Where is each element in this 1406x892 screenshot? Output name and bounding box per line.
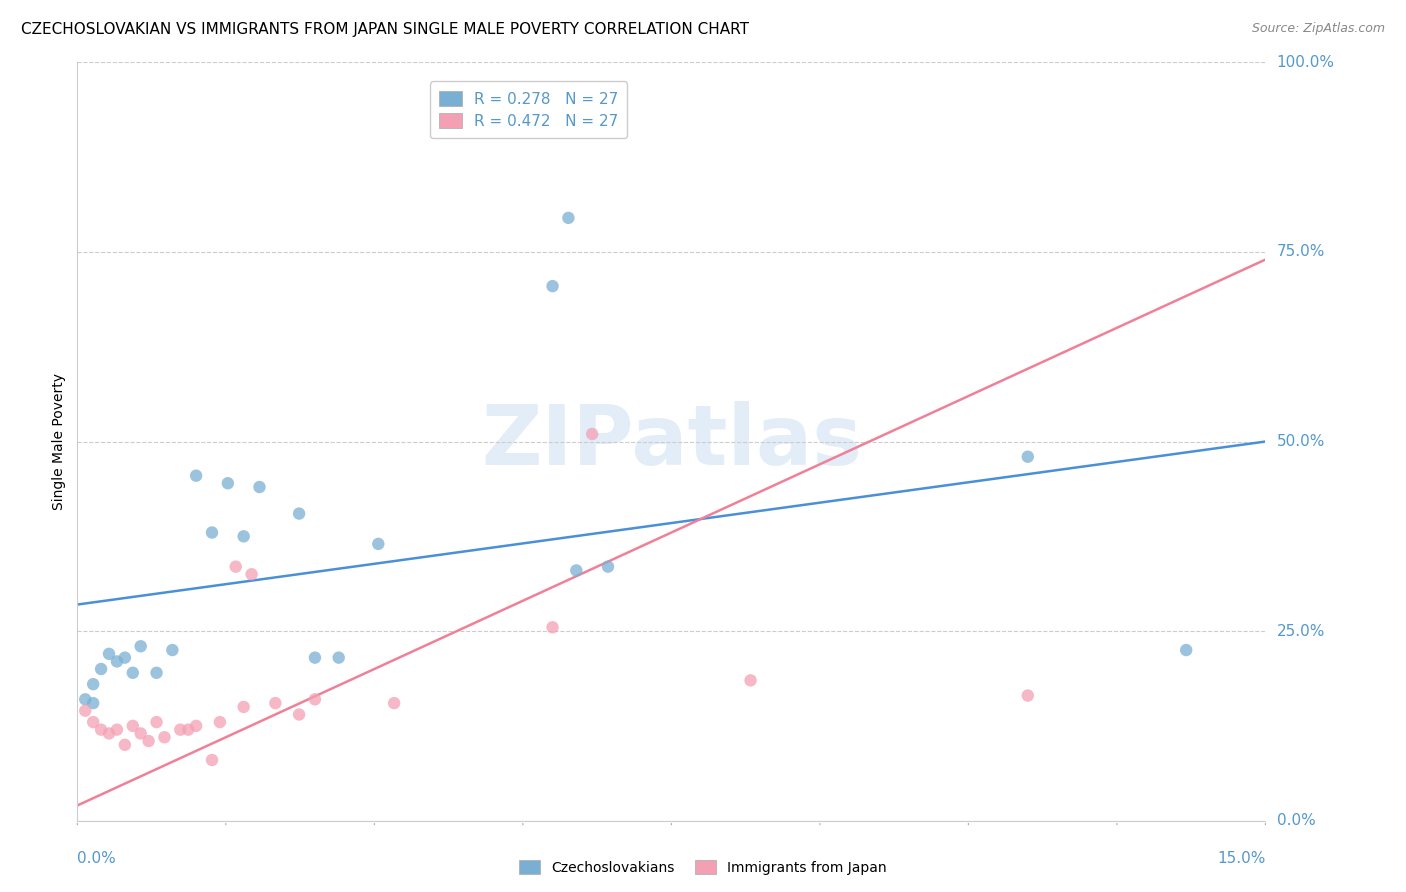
Text: 0.0%: 0.0% — [77, 851, 117, 866]
Point — [596, 559, 619, 574]
Y-axis label: Single Male Poverty: Single Male Poverty — [52, 373, 66, 510]
Point — [162, 643, 184, 657]
Point — [98, 726, 121, 740]
Point — [1017, 689, 1039, 703]
Point — [264, 696, 287, 710]
Point — [145, 665, 167, 680]
Point — [288, 507, 311, 521]
Legend: Czechoslovakians, Immigrants from Japan: Czechoslovakians, Immigrants from Japan — [513, 855, 893, 880]
Text: 100.0%: 100.0% — [1277, 55, 1334, 70]
Point — [75, 692, 97, 706]
Point — [82, 696, 104, 710]
Point — [208, 715, 231, 730]
Text: CZECHOSLOVAKIAN VS IMMIGRANTS FROM JAPAN SINGLE MALE POVERTY CORRELATION CHART: CZECHOSLOVAKIAN VS IMMIGRANTS FROM JAPAN… — [21, 22, 749, 37]
Point — [382, 696, 405, 710]
Point — [129, 726, 152, 740]
Point — [186, 719, 208, 733]
Text: 0.0%: 0.0% — [1277, 814, 1315, 828]
Point — [201, 753, 224, 767]
Legend: R = 0.278   N = 27, R = 0.472   N = 27: R = 0.278 N = 27, R = 0.472 N = 27 — [429, 81, 627, 138]
Point — [153, 730, 176, 744]
Point — [288, 707, 311, 722]
Point — [186, 468, 208, 483]
Text: 75.0%: 75.0% — [1277, 244, 1324, 260]
Text: 25.0%: 25.0% — [1277, 624, 1324, 639]
Point — [121, 719, 143, 733]
Point — [541, 279, 564, 293]
Point — [581, 427, 603, 442]
Point — [328, 650, 350, 665]
Point — [541, 620, 564, 634]
Point — [145, 715, 167, 730]
Point — [90, 662, 112, 676]
Point — [82, 715, 104, 730]
Point — [232, 699, 254, 714]
Point — [1017, 450, 1039, 464]
Point — [225, 559, 247, 574]
Text: Source: ZipAtlas.com: Source: ZipAtlas.com — [1251, 22, 1385, 36]
Point — [1175, 643, 1198, 657]
Point — [249, 480, 271, 494]
Point — [82, 677, 104, 691]
Point — [240, 567, 263, 582]
Point — [304, 692, 326, 706]
Point — [367, 537, 389, 551]
Point — [169, 723, 191, 737]
Text: 50.0%: 50.0% — [1277, 434, 1324, 449]
Point — [90, 723, 112, 737]
Text: 15.0%: 15.0% — [1218, 851, 1265, 866]
Point — [114, 738, 136, 752]
Point — [114, 650, 136, 665]
Point — [75, 704, 97, 718]
Point — [557, 211, 579, 225]
Point — [201, 525, 224, 540]
Point — [121, 665, 143, 680]
Point — [740, 673, 762, 688]
Point — [304, 650, 326, 665]
Point — [565, 564, 588, 578]
Point — [129, 639, 152, 653]
Point — [98, 647, 121, 661]
Point — [105, 723, 128, 737]
Point — [177, 723, 200, 737]
Point — [138, 734, 160, 748]
Point — [217, 476, 239, 491]
Point — [581, 89, 603, 103]
Point — [105, 655, 128, 669]
Point — [232, 529, 254, 543]
Text: ZIPatlas: ZIPatlas — [481, 401, 862, 482]
